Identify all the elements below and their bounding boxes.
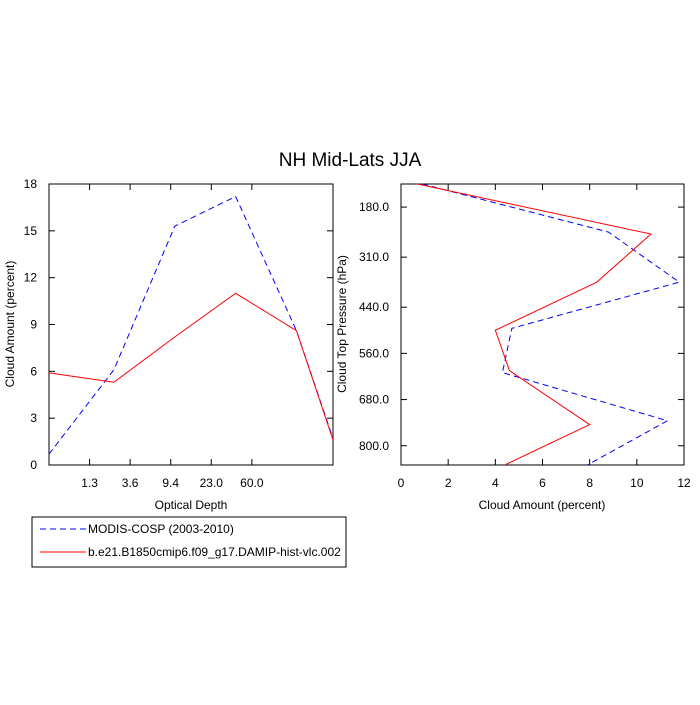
right-y-tick-label: 560.0 <box>359 346 389 360</box>
legend-box <box>31 516 347 568</box>
legend-label-modis: MODIS-COSP (2003-2010) <box>88 522 234 536</box>
legend: MODIS-COSP (2003-2010) b.e21.B1850cmip6.… <box>31 516 347 568</box>
legend-label-model: b.e21.B1850cmip6.f09_g17.DAMIP-hist-vlc.… <box>88 545 341 559</box>
left-x-tick-label: 3.6 <box>122 476 139 490</box>
right-panel: 0 2 4 6 8 10 12 180.0 310.0 440.0 560.0 680.0 800.0… <box>335 183 691 512</box>
left-x-tick-label: 60.0 <box>240 476 264 490</box>
right-y-tick-label: 310.0 <box>359 250 389 264</box>
right-plot-frame <box>400 183 685 466</box>
right-y-tick-label: 680.0 <box>359 393 389 407</box>
left-y-tick-label: 0 <box>30 458 37 472</box>
left-series-line-1 <box>48 292 334 441</box>
left-x-tick-label: 1.3 <box>81 476 98 490</box>
left-y-tick-label: 18 <box>24 177 38 191</box>
left-y-tick-label: 15 <box>24 224 38 238</box>
left-x-tick-label: 9.4 <box>162 476 179 490</box>
left-xlabel: Optical Depth <box>155 498 228 512</box>
right-x-tick-label: 6 <box>539 476 546 490</box>
right-series-line-1 <box>417 183 653 466</box>
right-xlabel: Cloud Amount (percent) <box>479 498 606 512</box>
left-ylabel: Cloud Amount (percent) <box>3 261 17 388</box>
right-x-tick-label: 10 <box>630 476 644 490</box>
right-series-line-0 <box>422 183 681 466</box>
left-y-tick-label: 12 <box>24 271 38 285</box>
left-panel: 1.3 3.6 9.4 23.0 60.0 0 3 6 9 12 15 18 Optical Dep… <box>3 177 334 512</box>
left-plot-frame <box>48 183 334 466</box>
right-x-tick-label: 2 <box>445 476 452 490</box>
left-y-tick-label: 9 <box>30 318 37 332</box>
right-x-tick-label: 8 <box>586 476 593 490</box>
right-y-tick-label: 180.0 <box>359 200 389 214</box>
right-y-tick-label: 800.0 <box>359 439 389 453</box>
left-y-tick-label: 3 <box>30 411 37 425</box>
chart-title: NH Mid-Lats JJA <box>279 150 422 171</box>
right-x-tick-label: 4 <box>492 476 499 490</box>
right-x-tick-label: 12 <box>677 476 691 490</box>
right-y-tick-label: 440.0 <box>359 300 389 314</box>
left-x-tick-label: 23.0 <box>200 476 224 490</box>
right-x-tick-label: 0 <box>398 476 405 490</box>
left-y-tick-label: 6 <box>30 364 37 378</box>
right-ylabel: Cloud Top Pressure (hPa) <box>335 255 349 393</box>
